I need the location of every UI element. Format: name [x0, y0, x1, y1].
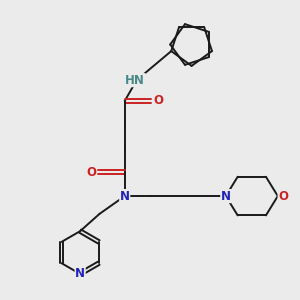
- Text: HN: HN: [125, 74, 145, 87]
- Text: N: N: [120, 190, 130, 202]
- Text: O: O: [153, 94, 163, 107]
- Text: N: N: [75, 267, 85, 280]
- Text: O: O: [86, 166, 96, 179]
- Text: O: O: [278, 190, 288, 202]
- Text: N: N: [221, 190, 231, 202]
